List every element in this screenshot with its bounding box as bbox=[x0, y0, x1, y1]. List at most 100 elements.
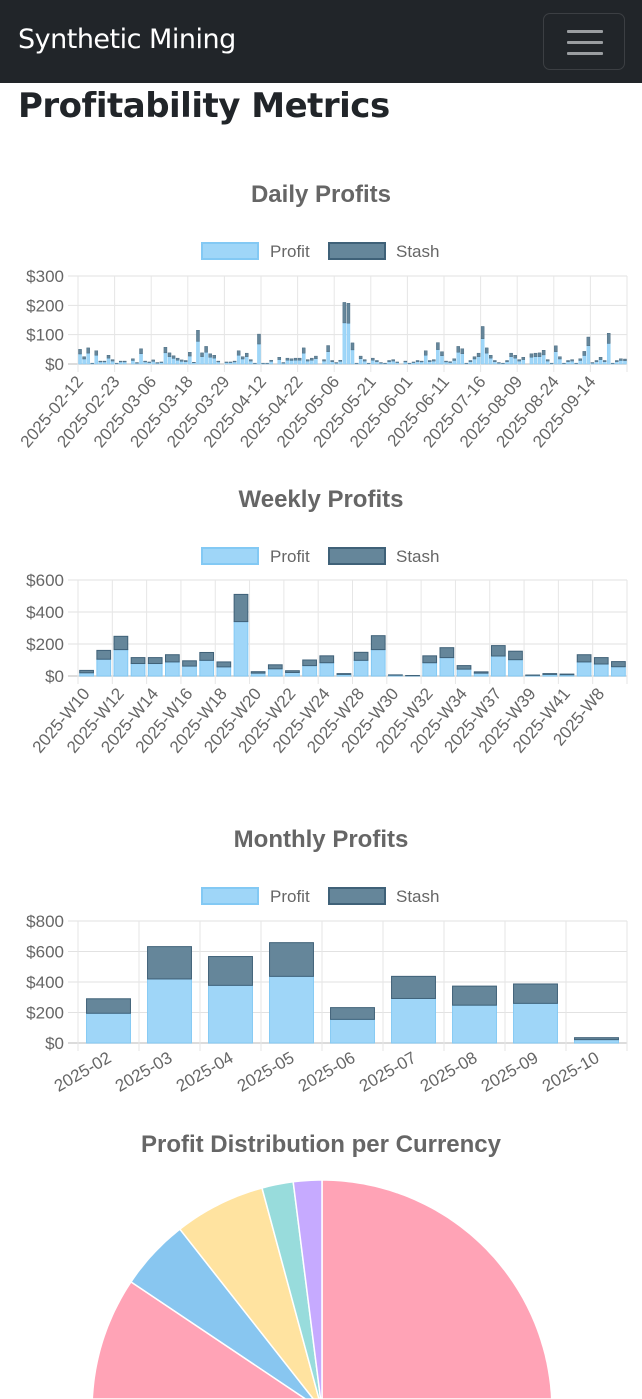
profit-bar bbox=[537, 356, 542, 365]
stash-bar bbox=[472, 356, 477, 360]
stash-bar bbox=[204, 346, 208, 353]
stash-bar bbox=[362, 359, 367, 362]
stash-bar bbox=[541, 350, 546, 356]
stash-bar bbox=[79, 669, 94, 674]
profit-bar bbox=[131, 360, 135, 365]
legend-stash-swatch[interactable] bbox=[328, 547, 386, 565]
x-tick-label: 2025-02 bbox=[51, 1048, 115, 1096]
stash-bar bbox=[537, 352, 542, 357]
profit-bar bbox=[480, 338, 485, 365]
stash-bar bbox=[224, 361, 229, 363]
legend-stash-swatch[interactable] bbox=[328, 242, 386, 260]
profit-bar bbox=[118, 361, 123, 365]
stash-bar bbox=[517, 359, 521, 362]
legend-profit-label[interactable]: Profit bbox=[270, 547, 310, 566]
y-tick-label: $400 bbox=[26, 973, 64, 992]
legend-profit-swatch[interactable] bbox=[201, 887, 259, 905]
profit-bar bbox=[269, 361, 273, 365]
stash-bar bbox=[623, 358, 627, 361]
profit-bar bbox=[98, 361, 103, 365]
stash-bar bbox=[228, 361, 233, 363]
stash-bar bbox=[576, 654, 592, 663]
stash-bar bbox=[559, 673, 575, 676]
profit-bar bbox=[419, 361, 424, 365]
stash-bar bbox=[439, 647, 455, 659]
y-tick-label: $0 bbox=[45, 1034, 64, 1053]
y-tick-label: $0 bbox=[45, 667, 64, 686]
stash-bar bbox=[444, 360, 448, 363]
profit-bar bbox=[110, 360, 115, 365]
stash-bar bbox=[370, 635, 386, 651]
legend-stash-label[interactable]: Stash bbox=[396, 547, 440, 566]
profit-bar bbox=[82, 358, 86, 365]
stash-bar bbox=[208, 353, 212, 358]
stash-bar bbox=[110, 359, 115, 362]
legend-profit-label[interactable]: Profit bbox=[270, 887, 310, 906]
stash-bar bbox=[590, 362, 595, 364]
profit-bar bbox=[171, 358, 176, 365]
profit-bar bbox=[302, 665, 317, 677]
stash-bar bbox=[473, 671, 489, 674]
stash-bar bbox=[419, 360, 424, 363]
profit-bar bbox=[489, 357, 493, 365]
navbar-brand[interactable]: Synthetic Mining bbox=[18, 24, 236, 55]
profit-bar bbox=[517, 360, 521, 365]
profit-bar bbox=[490, 655, 506, 677]
profit-bar bbox=[208, 357, 212, 365]
stash-bar bbox=[615, 360, 619, 362]
profit-bar bbox=[391, 360, 395, 365]
x-tick-label: 2025-06 bbox=[295, 1048, 359, 1096]
profit-bar bbox=[619, 360, 623, 365]
stash-bar bbox=[505, 360, 509, 362]
stash-bar bbox=[196, 330, 200, 342]
profit-bar bbox=[545, 360, 550, 365]
y-tick-label: $100 bbox=[26, 326, 64, 345]
stash-bar bbox=[147, 361, 151, 363]
stash-bar bbox=[250, 671, 266, 674]
y-tick-label: $200 bbox=[26, 296, 64, 315]
profit-bar bbox=[94, 355, 99, 365]
stash-bar bbox=[490, 645, 506, 657]
pie-slice bbox=[179, 1187, 320, 1399]
stash-bar bbox=[314, 355, 318, 359]
stash-bar bbox=[330, 1007, 375, 1020]
stash-bar bbox=[606, 333, 611, 344]
legend-profit-label[interactable]: Profit bbox=[270, 242, 310, 261]
navbar-toggle-button[interactable] bbox=[543, 13, 625, 70]
legend-stash-label[interactable]: Stash bbox=[396, 242, 440, 261]
profit-bar bbox=[322, 360, 326, 365]
profit-bar bbox=[204, 352, 208, 365]
stash-bar bbox=[542, 673, 558, 675]
profit-bar bbox=[130, 663, 146, 677]
y-tick-label: $800 bbox=[26, 912, 64, 931]
x-tick-label: 2025-05 bbox=[234, 1048, 298, 1096]
stash-bar bbox=[391, 975, 436, 999]
stash-bar bbox=[163, 347, 168, 354]
legend-stash-label[interactable]: Stash bbox=[396, 887, 440, 906]
stash-bar bbox=[598, 357, 603, 360]
y-tick-label: $300 bbox=[26, 267, 64, 286]
stash-bar bbox=[82, 356, 86, 360]
profit-bar bbox=[147, 978, 192, 1044]
stash-bar bbox=[350, 342, 355, 351]
stash-bar bbox=[371, 357, 375, 361]
stash-bar bbox=[297, 357, 302, 361]
profit-bar bbox=[452, 1004, 497, 1044]
legend-profit-swatch[interactable] bbox=[201, 242, 259, 260]
hamburger-icon bbox=[567, 30, 603, 33]
profit-bar bbox=[338, 361, 343, 365]
profit-bar bbox=[440, 355, 444, 365]
stash-bar bbox=[199, 651, 215, 661]
profit-bar bbox=[476, 356, 481, 365]
stash-bar bbox=[460, 348, 465, 354]
profit-bar bbox=[188, 355, 192, 365]
profit-bar bbox=[285, 359, 290, 365]
legend-stash-swatch[interactable] bbox=[328, 887, 386, 905]
stash-bar bbox=[574, 1037, 619, 1041]
profit-bar bbox=[96, 658, 112, 677]
stash-bar bbox=[78, 349, 82, 355]
profit-bar bbox=[297, 359, 302, 365]
legend-profit-swatch[interactable] bbox=[201, 547, 259, 565]
stash-bar bbox=[96, 649, 112, 660]
